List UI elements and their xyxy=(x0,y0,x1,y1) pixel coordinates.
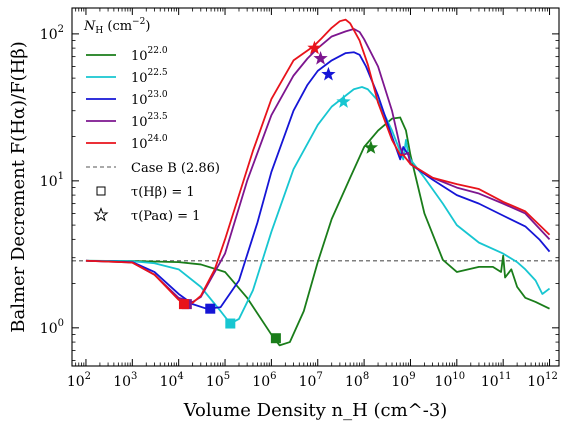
x-tick-label-exp: 11 xyxy=(499,371,512,382)
legend-label-23-0-exp: 23.0 xyxy=(148,90,168,100)
legend-title-n: N xyxy=(83,19,96,34)
x-tick-label: 1011 xyxy=(481,371,512,390)
legend-label-22-0: 1022.0 xyxy=(131,46,168,64)
x-tick-label-base: 10 xyxy=(160,374,178,390)
x-axis-title: Volume Density n_H (cm^-3) xyxy=(183,400,448,421)
legend-title-sub: H xyxy=(95,26,103,36)
x-tick-label-exp: 3 xyxy=(131,371,137,382)
x-tick-label-exp: 12 xyxy=(545,371,558,382)
series-line-24-0 xyxy=(85,18,551,306)
x-tick-label-base: 10 xyxy=(67,374,85,390)
x-tick-label-base: 10 xyxy=(527,374,545,390)
legend-star-label: τ(Paα) = 1 xyxy=(131,209,200,224)
y-tick-label-base: 10 xyxy=(40,174,58,190)
y-axis-title: Balmer Decrement F(Hα)/F(Hβ) xyxy=(8,41,29,333)
x-tick-label-base: 10 xyxy=(481,374,499,390)
tau-paalpha-marker-22-5 xyxy=(336,94,351,108)
series-line-22-5 xyxy=(85,86,551,325)
y-tick-label: 101 xyxy=(40,171,64,190)
x-tick-label: 106 xyxy=(252,371,276,390)
x-tick-label: 1010 xyxy=(435,371,466,390)
legend: NH (cm−2)1022.01022.51023.01023.51024.0C… xyxy=(83,17,220,224)
y-tick-label: 102 xyxy=(40,24,64,43)
y-tick-label-exp: 2 xyxy=(58,24,64,35)
y-tick-label-exp: 0 xyxy=(58,318,64,329)
legend-square-icon xyxy=(96,186,106,196)
tau-paalpha-marker-24-0 xyxy=(307,40,322,55)
x-tick-label-exp: 8 xyxy=(363,371,369,382)
tau-hbeta-marker-23-0 xyxy=(205,303,216,314)
legend-case-b-label: Case B (2.86) xyxy=(131,161,220,176)
y-tick-label-base: 10 xyxy=(40,27,58,43)
y-tick-label-exp: 1 xyxy=(58,171,64,182)
x-tick-label-base: 10 xyxy=(345,374,363,390)
legend-title-unit: (cm xyxy=(103,19,132,34)
legend-label-23-0: 1023.0 xyxy=(131,90,168,108)
legend-label-23-5: 1023.5 xyxy=(131,112,168,130)
x-tick-label: 107 xyxy=(299,371,323,390)
plot-area xyxy=(71,7,560,367)
x-tick-label: 108 xyxy=(345,371,369,390)
tau-hbeta-marker-22-5 xyxy=(225,318,236,329)
x-tick-label-base: 10 xyxy=(435,374,453,390)
x-tick-label-base: 10 xyxy=(113,374,131,390)
x-tick-label: 105 xyxy=(206,371,230,390)
x-tick-label: 104 xyxy=(160,371,184,390)
legend-square-label: τ(Hβ) = 1 xyxy=(131,185,195,200)
legend-label-24-0-exp: 24.0 xyxy=(148,134,168,144)
x-tick-label-base: 10 xyxy=(391,374,409,390)
legend-label-23-0-base: 10 xyxy=(131,93,148,108)
legend-title: NH (cm−2) xyxy=(83,17,150,36)
x-tick-label-base: 10 xyxy=(299,374,317,390)
legend-title-unit-exp: −2 xyxy=(132,17,145,27)
y-tick-label: 100 xyxy=(40,318,64,337)
x-tick-label-exp: 5 xyxy=(224,371,230,382)
axis-titles: Volume Density n_H (cm^-3) Balmer Decreme… xyxy=(8,41,447,421)
axis-ticks: 102 103 104 105 106 107 108 109 1010 1011 10121001… xyxy=(40,8,559,390)
tau-paalpha-marker-23-5 xyxy=(313,51,328,65)
x-tick-label-base: 10 xyxy=(206,374,224,390)
legend-label-23-5-exp: 23.5 xyxy=(148,112,168,122)
legend-star-icon xyxy=(93,207,109,222)
x-tick-label-exp: 6 xyxy=(270,371,276,382)
legend-label-22-0-base: 10 xyxy=(131,49,148,64)
legend-label-22-5-exp: 22.5 xyxy=(148,68,168,78)
tau-paalpha-marker-22-0 xyxy=(363,140,379,154)
x-tick-label-exp: 7 xyxy=(316,371,322,382)
x-tick-label-exp: 2 xyxy=(85,371,91,382)
legend-label-22-0-exp: 22.0 xyxy=(148,46,168,56)
legend-label-23-5-base: 10 xyxy=(131,115,148,130)
tau-hbeta-marker-24-0 xyxy=(178,299,189,310)
x-tick-label-exp: 4 xyxy=(177,371,183,382)
x-tick-label: 1012 xyxy=(527,371,558,390)
legend-label-24-0: 1024.0 xyxy=(131,134,168,152)
x-tick-label: 102 xyxy=(67,371,91,390)
legend-label-22-5-base: 10 xyxy=(131,71,148,86)
tau-paalpha-marker-23-0 xyxy=(321,66,336,81)
legend-label-24-0-base: 10 xyxy=(131,137,148,152)
series-line-22-0 xyxy=(85,116,550,347)
legend-title-close: ) xyxy=(145,19,150,34)
tau-hbeta-marker-22-0 xyxy=(270,333,281,344)
x-tick-label-exp: 10 xyxy=(452,371,465,382)
legend-label-22-5: 1022.5 xyxy=(131,68,168,86)
x-tick-label-exp: 9 xyxy=(409,371,415,382)
x-tick-label: 103 xyxy=(113,371,137,390)
x-tick-label: 109 xyxy=(391,371,415,390)
x-tick-label-base: 10 xyxy=(252,374,270,390)
y-tick-label-base: 10 xyxy=(40,321,58,337)
